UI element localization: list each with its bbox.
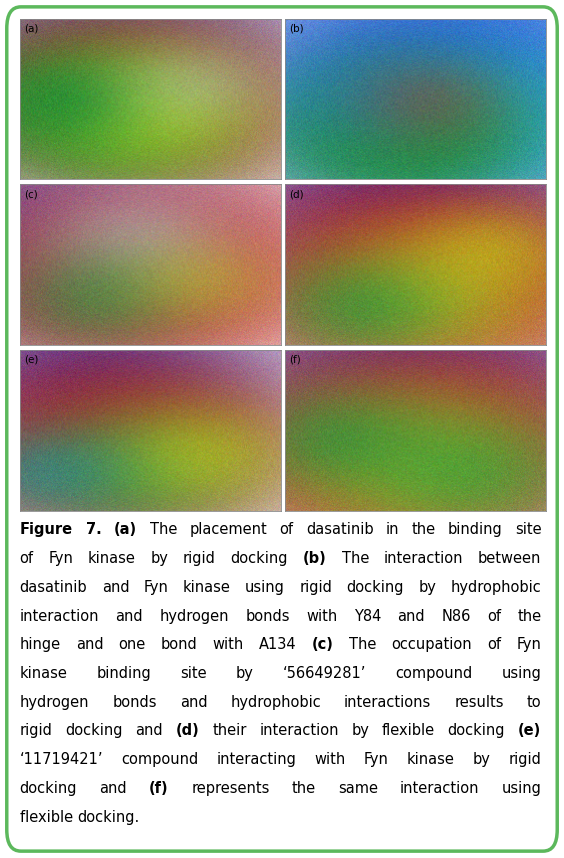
Text: The: The [349,637,377,652]
Text: kinase: kinase [407,752,455,767]
Text: interaction: interaction [259,723,339,739]
Text: Y84: Y84 [354,608,381,624]
Text: interaction: interaction [400,781,479,796]
Text: results: results [454,695,504,710]
Text: Fyn: Fyn [49,551,73,566]
Text: (b): (b) [303,551,327,566]
Text: binding: binding [96,666,151,681]
Text: (c): (c) [312,637,334,652]
Text: site: site [180,666,207,681]
Text: interaction: interaction [20,608,99,624]
Text: by: by [473,752,491,767]
Text: of: of [487,608,501,624]
Text: between: between [478,551,541,566]
Text: and: and [180,695,208,710]
Text: ‘11719421’: ‘11719421’ [20,752,103,767]
Text: rigid: rigid [183,551,216,566]
Text: one: one [118,637,146,652]
Text: of: of [20,551,34,566]
Text: The: The [342,551,369,566]
Text: the: the [517,608,541,624]
Text: and: and [116,608,143,624]
Text: (a): (a) [24,24,38,33]
Text: represents: represents [191,781,270,796]
Text: by: by [351,723,369,739]
Text: placement: placement [190,523,267,537]
Text: dasatinib: dasatinib [20,580,87,595]
Text: docking: docking [231,551,288,566]
Text: Fyn: Fyn [144,580,169,595]
Text: using: using [245,580,285,595]
Text: and: and [135,723,163,739]
Text: hydrophobic: hydrophobic [451,580,541,595]
Text: interaction: interaction [384,551,463,566]
Text: kinase: kinase [183,580,231,595]
Text: by: by [236,666,254,681]
Text: with: with [213,637,244,652]
Text: interactions: interactions [344,695,431,710]
Text: rigid: rigid [299,580,332,595]
Text: (e): (e) [24,355,38,365]
Text: their: their [212,723,246,739]
Text: hinge: hinge [20,637,61,652]
Text: (f): (f) [289,355,301,365]
Text: 7.: 7. [86,523,102,537]
Text: flexible: flexible [20,810,77,825]
Text: by: by [151,551,169,566]
Text: bond: bond [161,637,198,652]
Text: using: using [501,666,541,681]
Text: kinase: kinase [20,666,68,681]
Text: with: with [315,752,346,767]
Text: (f): (f) [149,781,169,796]
Text: site: site [515,523,541,537]
Text: compound: compound [121,752,199,767]
Text: (a): (a) [114,523,137,537]
Text: A134: A134 [259,637,297,652]
Text: docking: docking [346,580,404,595]
Text: hydrogen: hydrogen [20,695,89,710]
Text: hydrogen: hydrogen [160,608,229,624]
Text: with: with [306,608,337,624]
Text: hydrophobic: hydrophobic [230,695,321,710]
Text: and: and [397,608,425,624]
Text: occupation: occupation [391,637,472,652]
Text: by: by [418,580,436,595]
Text: rigid: rigid [509,752,541,767]
Text: Fyn: Fyn [517,637,541,652]
Text: of: of [280,523,293,537]
Text: docking: docking [65,723,123,739]
Text: flexible: flexible [382,723,435,739]
Text: (b): (b) [289,24,303,33]
Text: Fyn: Fyn [364,752,389,767]
Text: Figure: Figure [20,523,73,537]
Text: dasatinib: dasatinib [306,523,373,537]
Text: rigid: rigid [20,723,52,739]
Text: using: using [501,781,541,796]
Text: in: in [386,523,399,537]
Text: and: and [99,781,127,796]
Text: same: same [338,781,378,796]
Text: The: The [150,523,177,537]
Text: the: the [292,781,316,796]
Text: docking: docking [20,781,77,796]
Text: docking: docking [447,723,505,739]
Text: and: and [102,580,129,595]
Text: bonds: bonds [112,695,157,710]
Text: (d): (d) [289,190,303,199]
Text: and: and [76,637,104,652]
Text: to: to [527,695,541,710]
Text: binding: binding [448,523,503,537]
Text: docking.: docking. [77,810,140,825]
Text: the: the [411,523,435,537]
Text: ‘56649281’: ‘56649281’ [283,666,366,681]
Text: of: of [487,637,501,652]
Text: bonds: bonds [245,608,290,624]
Text: N86: N86 [441,608,470,624]
Text: (c): (c) [24,190,37,199]
Text: (e): (e) [518,723,541,739]
Text: kinase: kinase [88,551,136,566]
Text: (d): (d) [175,723,199,739]
Text: interacting: interacting [217,752,297,767]
Text: compound: compound [395,666,473,681]
